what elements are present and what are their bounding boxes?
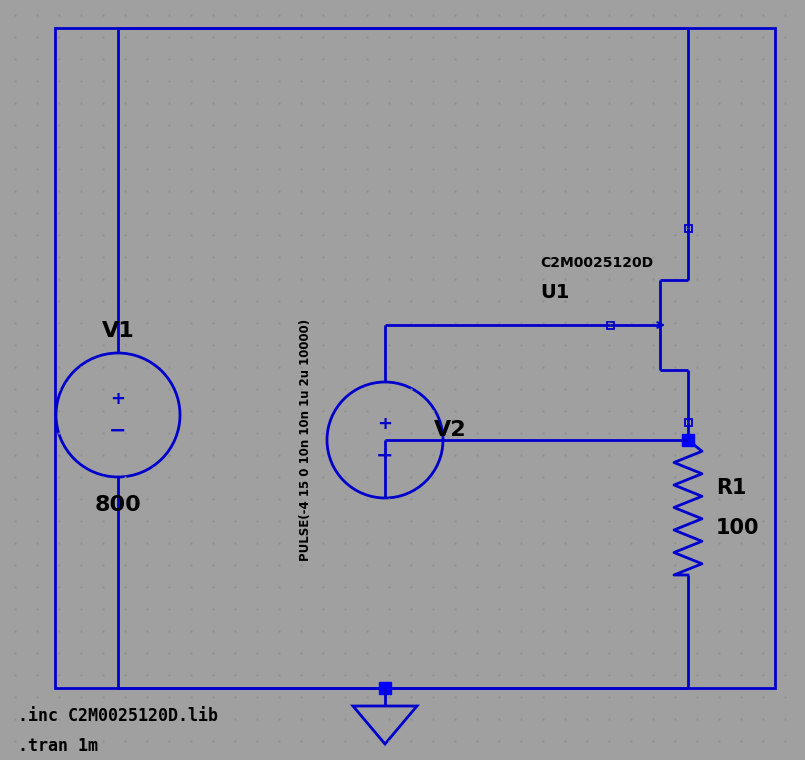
Text: .inc C2M0025120D.lib: .inc C2M0025120D.lib <box>18 707 218 725</box>
Text: −: − <box>376 446 394 466</box>
Text: V1: V1 <box>101 321 134 341</box>
Text: 800: 800 <box>95 495 142 515</box>
Text: 100: 100 <box>716 518 759 537</box>
Text: C2M0025120D: C2M0025120D <box>540 256 653 270</box>
Text: +: + <box>378 415 393 433</box>
Text: V2: V2 <box>434 420 466 440</box>
Text: R1: R1 <box>716 477 746 498</box>
Text: .tran 1m: .tran 1m <box>18 737 98 755</box>
Text: −: − <box>109 421 126 441</box>
Bar <box>685 225 692 232</box>
Text: +: + <box>110 390 126 408</box>
Bar <box>685 419 692 426</box>
Bar <box>607 322 614 329</box>
Text: PULSE(-4 15 0 10n 10n 1u 2u 10000): PULSE(-4 15 0 10n 10n 1u 2u 10000) <box>299 319 312 561</box>
Text: U1: U1 <box>540 283 569 302</box>
Bar <box>55 28 775 688</box>
